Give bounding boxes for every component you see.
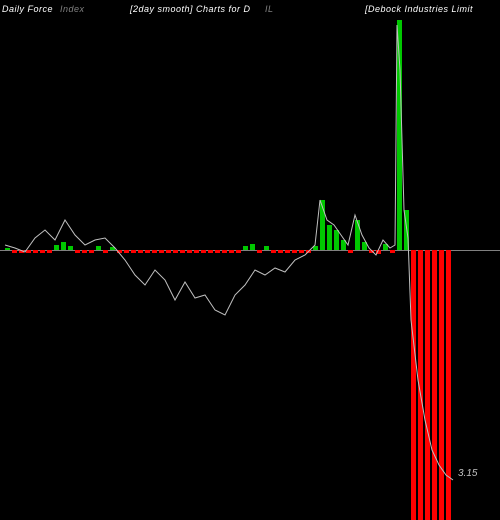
line-path xyxy=(5,25,453,480)
line-series xyxy=(0,20,500,500)
force-index-chart: 3.15 xyxy=(0,20,500,500)
last-value-label: 3.15 xyxy=(458,468,477,479)
